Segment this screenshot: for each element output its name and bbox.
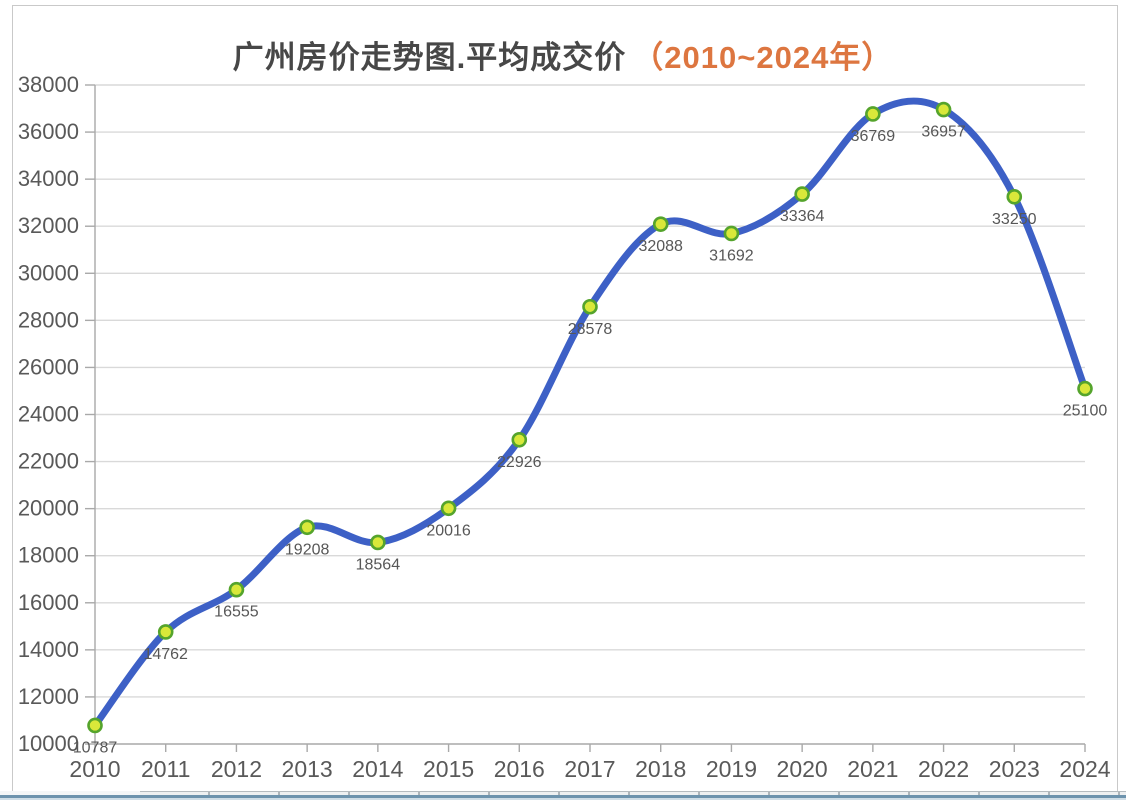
x-axis-tick-label: 2011 xyxy=(141,756,190,782)
data-point-label: 22926 xyxy=(497,454,542,471)
y-axis-tick-label: 28000 xyxy=(18,307,79,332)
data-point-marker xyxy=(157,624,174,640)
data-point-marker xyxy=(652,216,669,232)
x-axis-tick-label: 2010 xyxy=(69,756,120,782)
y-axis-tick-label: 38000 xyxy=(18,72,79,97)
data-point-label: 33364 xyxy=(780,208,825,225)
x-axis-tick-label: 2014 xyxy=(352,756,403,782)
chart-title: 广州房价走势图.平均成交价 （2010~2024年） xyxy=(0,32,1126,77)
x-axis-tick-label: 2013 xyxy=(282,756,333,782)
x-axis-tick-label: 2019 xyxy=(706,756,757,782)
chart-title-main: 广州房价走势图.平均成交价 xyxy=(232,40,627,75)
x-axis-tick-label: 2016 xyxy=(494,756,545,782)
y-axis-tick-label: 30000 xyxy=(18,260,79,285)
data-point-label: 19208 xyxy=(285,541,330,558)
data-point-marker xyxy=(511,431,528,448)
y-axis-tick-label: 26000 xyxy=(18,354,79,379)
x-axis-tick-label: 2024 xyxy=(1059,756,1110,782)
data-point-marker xyxy=(1077,380,1093,397)
chart-frame xyxy=(12,5,1118,792)
data-point-marker xyxy=(87,717,103,734)
x-axis-tick-label: 2021 xyxy=(847,756,898,782)
data-point-marker xyxy=(935,101,952,118)
x-axis-tick-label: 2017 xyxy=(564,756,615,782)
data-point-marker xyxy=(1006,188,1023,205)
data-point-label: 14762 xyxy=(143,646,188,663)
cutoff-table-border xyxy=(0,795,1126,798)
data-point-label: 36957 xyxy=(921,124,966,141)
data-point-label: 31692 xyxy=(709,247,754,264)
y-axis-tick-label: 36000 xyxy=(18,119,79,144)
y-axis-tick-label: 16000 xyxy=(18,590,79,615)
y-axis-tick-label: 32000 xyxy=(18,213,79,238)
x-axis-tick-label: 2015 xyxy=(423,756,474,782)
y-axis-tick-label: 34000 xyxy=(18,166,79,191)
cutoff-table-sliver xyxy=(0,791,1126,800)
y-axis-tick-label: 18000 xyxy=(18,543,79,568)
price-line xyxy=(91,97,1089,729)
data-point-marker xyxy=(440,500,457,517)
x-axis-tick-label: 2020 xyxy=(777,756,828,782)
x-axis-tick-label: 2018 xyxy=(635,756,686,782)
data-point-label: 18564 xyxy=(356,556,401,573)
data-point-marker xyxy=(582,298,598,315)
cutoff-table-cells xyxy=(140,791,1126,795)
data-point-label: 20016 xyxy=(426,522,471,539)
x-axis-tick-label: 2022 xyxy=(918,756,969,782)
data-point-marker xyxy=(794,186,810,202)
chart-title-range: （2010~2024年） xyxy=(632,40,894,75)
data-point-marker xyxy=(370,534,386,551)
x-axis-tick-label: 2023 xyxy=(989,756,1040,782)
y-axis-tick-label: 24000 xyxy=(18,402,79,427)
data-point-label: 33250 xyxy=(992,211,1037,228)
data-point-label: 10787 xyxy=(73,739,118,756)
data-point-label: 25100 xyxy=(1063,403,1108,420)
x-axis-tick-label: 2012 xyxy=(211,756,262,782)
data-point-marker xyxy=(865,106,881,122)
cutoff-table-underlay xyxy=(0,798,1126,800)
y-axis-tick-label: 20000 xyxy=(18,496,79,521)
data-point-label: 36769 xyxy=(851,128,896,145)
y-axis-tick-label: 22000 xyxy=(18,449,79,474)
y-axis-tick-label: 10000 xyxy=(18,731,79,756)
y-axis-tick-label: 14000 xyxy=(18,637,79,662)
data-point-marker xyxy=(723,225,740,242)
data-point-marker xyxy=(228,581,245,598)
y-axis-tick-label: 12000 xyxy=(18,684,79,709)
data-point-marker xyxy=(299,519,315,536)
data-point-label: 16555 xyxy=(214,604,259,621)
data-point-label: 32088 xyxy=(638,238,683,255)
data-point-label: 28578 xyxy=(568,321,613,338)
